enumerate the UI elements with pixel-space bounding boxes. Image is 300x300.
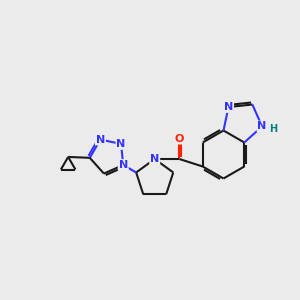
Text: N: N: [96, 134, 105, 145]
Text: N: N: [150, 154, 159, 164]
Text: O: O: [175, 134, 184, 144]
Text: N: N: [224, 102, 233, 112]
Text: H: H: [269, 124, 277, 134]
Text: N: N: [118, 160, 128, 170]
Text: N: N: [116, 139, 126, 149]
Text: N: N: [257, 122, 267, 131]
